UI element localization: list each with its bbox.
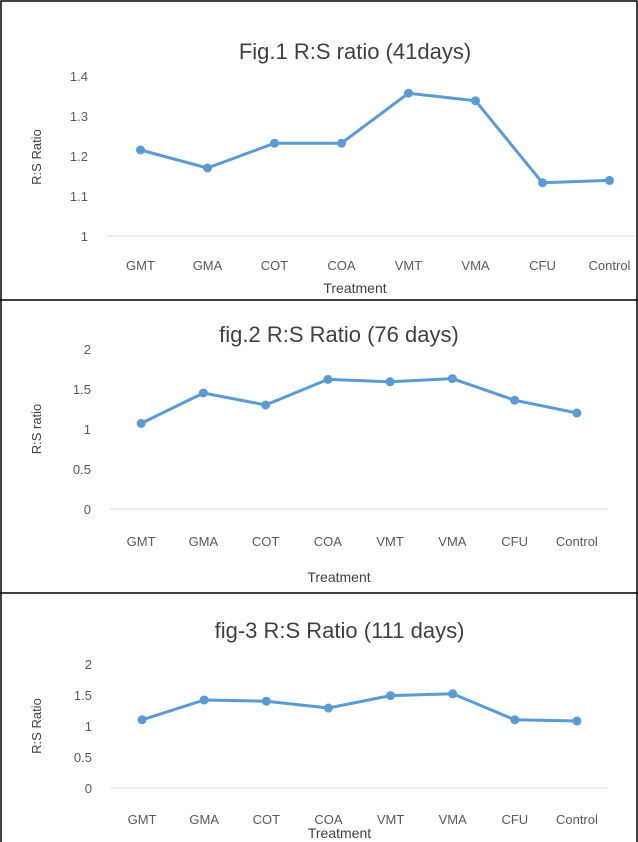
x-tick-label: VMT	[377, 812, 405, 827]
data-point	[386, 691, 396, 701]
y-axis-label: R:S ratio	[29, 404, 44, 455]
y-tick-label: 0	[85, 781, 92, 796]
x-tick-label: GMA	[189, 534, 219, 549]
x-tick-label: VMT	[376, 534, 404, 549]
series-line	[140, 91, 610, 185]
data-point	[198, 388, 208, 398]
x-axis-label: Treatment	[308, 825, 371, 841]
data-point	[510, 395, 520, 405]
data-point	[203, 163, 212, 173]
y-tick-label: 0.5	[73, 462, 91, 477]
x-tick-label: COT	[253, 812, 281, 827]
x-tick-label: Control	[556, 812, 598, 827]
y-tick-label: 1.5	[74, 688, 92, 703]
y-tick-label: 0	[84, 502, 91, 517]
data-point	[404, 88, 413, 98]
y-tick-label: 1.5	[73, 382, 91, 397]
chart-2: fig.2 R:S Ratio (76 days) R:S ratio Trea…	[29, 322, 608, 585]
x-tick-label: COT	[261, 258, 289, 273]
series-line	[140, 377, 578, 425]
y-tick-label: 1	[84, 422, 91, 437]
x-tick-label: CFU	[529, 258, 556, 273]
data-point	[572, 716, 582, 726]
data-point	[137, 715, 147, 725]
y-tick-label: 2	[84, 342, 91, 357]
x-tick-label: VMT	[395, 258, 423, 273]
x-tick-label: VMA	[461, 258, 490, 273]
data-point	[199, 695, 209, 705]
data-point	[471, 96, 480, 106]
y-tick-label: 1.3	[70, 109, 88, 124]
x-tick-label: COA	[314, 812, 343, 827]
y-tick-label: 1	[81, 229, 88, 244]
data-point	[605, 175, 614, 185]
data-point	[136, 145, 145, 155]
y-tick-label: 1.2	[70, 149, 88, 164]
x-tick-label: GMT	[127, 534, 156, 549]
chart-title: fig-3 R:S Ratio (111 days)	[215, 618, 465, 643]
data-point	[323, 703, 333, 713]
data-point	[261, 696, 271, 706]
x-tick-label: VMA	[438, 534, 467, 549]
data-point	[538, 178, 547, 188]
x-tick-label: COA	[327, 258, 356, 273]
y-tick-label: 2	[85, 657, 92, 672]
x-tick-label: CFU	[501, 534, 528, 549]
chart-title: fig.2 R:S Ratio (76 days)	[219, 322, 459, 347]
x-tick-label: VMA	[439, 812, 468, 827]
data-point	[323, 374, 333, 384]
x-tick-label: COT	[252, 534, 280, 549]
x-tick-label: GMT	[128, 812, 157, 827]
x-tick-label: GMA	[193, 258, 223, 273]
data-point	[337, 138, 346, 148]
data-point	[136, 418, 146, 428]
data-point	[448, 689, 458, 699]
y-axis-label: R:S Ratio	[29, 698, 44, 754]
x-tick-label: COA	[314, 534, 343, 549]
x-axis-label: Treatment	[307, 569, 370, 585]
data-point	[385, 377, 395, 387]
chart-title: Fig.1 R:S ratio (41days)	[239, 39, 471, 64]
x-tick-label: CFU	[501, 812, 528, 827]
y-tick-label: 1.4	[70, 69, 88, 84]
series-line	[141, 692, 577, 723]
y-axis-label: R:S Ratio	[29, 129, 44, 185]
y-tick-label: 0.5	[74, 750, 92, 765]
x-tick-label: GMA	[189, 812, 219, 827]
data-point	[572, 408, 582, 418]
data-point	[510, 715, 520, 725]
x-tick-label: GMT	[126, 258, 155, 273]
data-point	[261, 400, 271, 410]
x-tick-label: Control	[556, 534, 598, 549]
x-tick-label: Control	[589, 258, 631, 273]
chart-1: Fig.1 R:S ratio (41days) R:S Ratio Treat…	[29, 39, 636, 296]
x-axis-label: Treatment	[323, 280, 386, 296]
chart-3: fig-3 R:S Ratio (111 days) R:S Ratio Tre…	[29, 618, 608, 841]
data-point	[270, 138, 279, 148]
y-tick-label: 1.1	[70, 189, 88, 204]
data-point	[447, 374, 457, 384]
y-tick-label: 1	[85, 719, 92, 734]
